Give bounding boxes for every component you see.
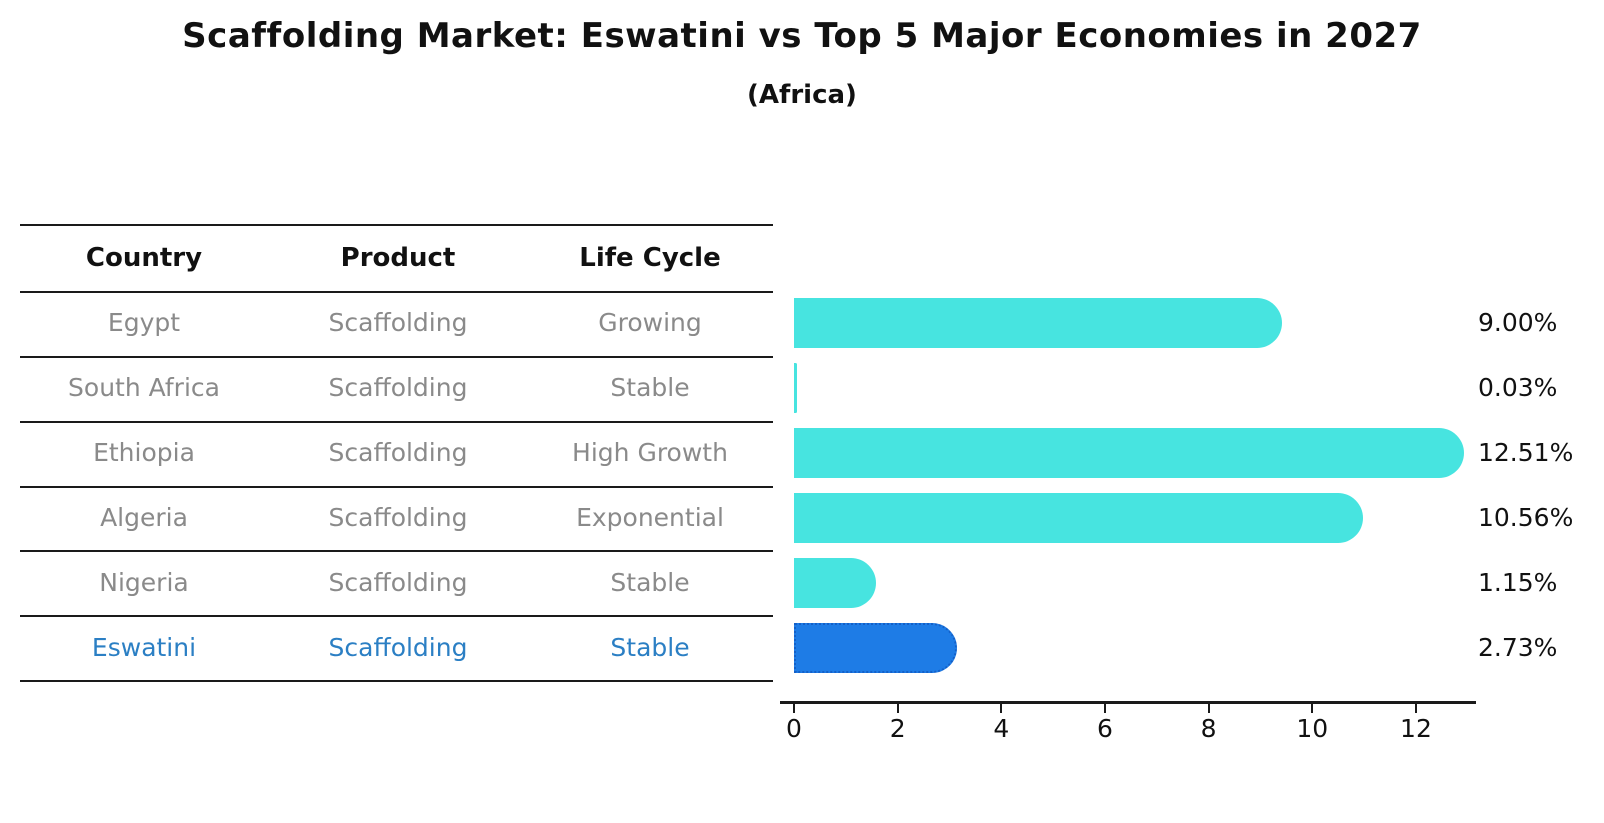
table-row-rule [20,355,773,358]
x-axis-tick [1000,703,1003,713]
x-axis-tick-label: 2 [889,714,906,743]
cell-product: Scaffolding [328,438,468,468]
cell-product: Scaffolding [328,567,468,597]
column-header-life-cycle: Life Cycle [579,243,721,273]
cell-product: Scaffolding [328,502,468,532]
chart-subtitle: (Africa) [747,80,857,110]
x-axis-tick-label: 12 [1400,714,1432,743]
chart-title: Scaffolding Market: Eswatini vs Top 5 Ma… [182,16,1422,56]
value-label-eswatini: 2.73% [1478,632,1558,662]
table-header-rule [20,291,773,293]
cell-product: Scaffolding [328,308,468,338]
x-axis-tick [1414,703,1417,713]
cell-country: Egypt [107,308,181,338]
cell-life-cycle: Exponential [576,502,724,532]
cell-country: South Africa [68,373,220,403]
x-axis-line [780,701,1476,704]
bar-egypt [794,298,1283,349]
x-axis-tick-label: 10 [1296,714,1329,743]
value-label-nigeria: 1.15% [1478,567,1558,597]
cell-life-cycle: Stable [610,373,690,403]
cell-life-cycle: Growing [598,308,702,338]
value-label-algeria: 10.56% [1478,502,1574,532]
table-row-rule [20,485,773,488]
x-axis-tick [1207,703,1210,713]
cell-country: Nigeria [99,567,189,597]
column-header-country: Country [85,243,203,273]
x-axis-tick-label: 6 [1097,714,1113,743]
cell-country: Algeria [100,502,188,532]
cell-life-cycle: High Growth [572,438,728,468]
value-label-south-africa: 0.03% [1478,373,1558,403]
x-axis-tick-label: 8 [1200,714,1217,743]
table-row-rule [20,420,773,423]
table-row-rule [20,615,773,618]
cell-country: Eswatini [91,632,197,662]
cell-life-cycle: Stable [610,567,690,597]
table-top-rule [20,224,773,226]
bar-eswatini [794,622,958,673]
cell-product: Scaffolding [328,373,468,403]
x-axis-tick [793,703,795,713]
bar-south-africa [794,363,798,414]
cell-life-cycle: Stable [610,632,690,662]
value-label-egypt: 9.00% [1478,308,1558,338]
cell-product: Scaffolding [328,632,468,662]
bar-ethiopia [794,428,1465,479]
x-axis-tick-label: 4 [993,714,1010,743]
table-row-rule [20,680,773,682]
x-axis-tick [896,703,899,713]
bar-algeria [794,492,1364,543]
x-axis-tick-label: 0 [786,714,802,743]
value-label-ethiopia: 12.51% [1478,438,1574,468]
x-axis-tick [1103,703,1106,713]
cell-country: Ethiopia [93,438,195,468]
x-axis-tick [1311,703,1314,713]
bar-nigeria [794,557,876,608]
column-header-product: Product [340,243,456,273]
table-row-rule [20,550,773,553]
